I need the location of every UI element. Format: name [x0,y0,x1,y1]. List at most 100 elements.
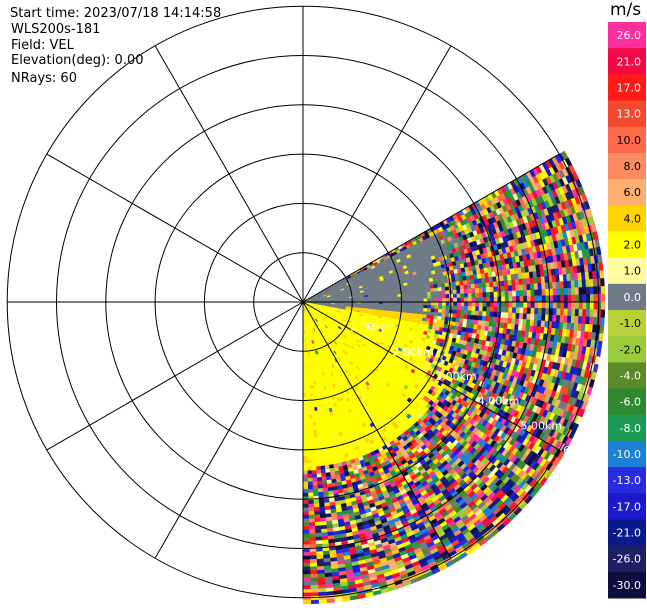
velocity-cell [530,314,534,320]
velocity-cell [542,302,546,308]
velocity-cell [593,317,597,325]
velocity-cell [564,281,568,288]
velocity-cell [582,280,586,288]
velocity-cell [534,308,538,314]
velocity-cell [442,295,446,299]
velocity-cell [511,280,515,286]
velocity-cell [508,318,512,324]
velocity-cell [582,309,586,317]
velocity-cell [479,311,483,316]
velocity-cell [464,298,468,302]
velocity-cell [516,291,520,297]
velocity-cell [481,278,485,283]
velocity-cell [431,309,435,313]
velocity-cell [409,308,413,311]
velocity-cell [413,296,417,299]
velocity-cell [459,281,463,286]
velocity-cell [556,282,560,289]
velocity-cell [413,305,417,308]
velocity-cell [516,296,520,302]
velocity-cell [486,307,490,312]
velocity-cell [509,291,513,297]
velocity-cell [583,302,587,309]
velocity-cell [438,313,442,317]
velocity-cell [483,292,487,297]
velocity-cell [446,310,450,314]
velocity-cell [508,286,512,292]
velocity-cell [579,295,583,302]
velocity-cell [526,320,530,326]
velocity-cell [601,302,605,310]
velocity-cell [420,296,424,299]
velocity-cell [478,283,482,288]
velocity-cell [453,294,457,298]
velocity-cell [498,292,502,297]
velocity-cell [571,288,575,295]
velocity-cell [600,318,604,326]
velocity-cell [390,295,394,298]
velocity-cell [575,280,579,287]
velocity-cell [493,312,497,317]
velocity-cell [564,316,568,323]
velocity-cell [520,296,524,302]
velocity-cell [564,302,568,309]
velocity-cell [516,313,520,319]
velocity-cell [464,293,468,297]
velocity-cell [476,302,480,307]
velocity-cell [457,302,461,306]
velocity-cell [464,289,468,294]
velocity-cell [553,295,557,302]
velocity-cell [419,286,423,290]
velocity-cell [420,305,424,308]
velocity-cell [498,297,502,302]
velocity-cell [453,298,457,302]
velocity-cell [467,319,471,324]
velocity-cell [475,311,479,316]
velocity-cell [489,317,493,322]
velocity-cell [461,306,465,310]
velocity-cell [572,295,576,302]
velocity-cell [560,309,564,316]
velocity-cell [571,309,575,316]
velocity-cell [600,270,604,278]
velocity-cell [453,314,457,318]
velocity-cell [450,298,454,302]
velocity-cell [505,291,509,297]
velocity-cell [450,306,454,310]
velocity-cell [449,310,453,314]
velocity-cell [457,306,461,310]
velocity-cell [531,296,535,302]
velocity-cell [560,282,564,289]
velocity-cell [494,307,498,312]
velocity-cell [446,302,450,306]
velocity-cell [593,279,597,287]
velocity-cell [599,333,604,341]
velocity-cell [387,297,391,299]
velocity-cell [445,283,449,287]
velocity-cell [453,290,457,294]
velocity-cell [435,299,439,303]
velocity-cell [483,302,487,307]
velocity-cell [468,298,472,302]
velocity-cell [427,292,431,296]
velocity-cell [446,291,450,295]
velocity-cell [442,313,446,317]
velocity-cell [416,311,420,314]
velocity-cell [567,281,571,288]
velocity-cell [527,290,531,296]
velocity-cell [402,305,406,308]
velocity-cell [412,290,416,293]
velocity-cell [464,311,468,316]
velocity-cell [482,311,486,316]
velocity-cell [442,302,446,306]
velocity-cell [442,287,446,291]
velocity-cell [461,298,465,302]
velocity-cell [589,279,593,287]
velocity-cell [394,304,398,307]
velocity-cell [450,302,454,306]
velocity-cell [383,298,387,300]
velocity-cell [456,318,460,323]
velocity-cell [479,297,483,302]
velocity-cell [486,287,490,292]
